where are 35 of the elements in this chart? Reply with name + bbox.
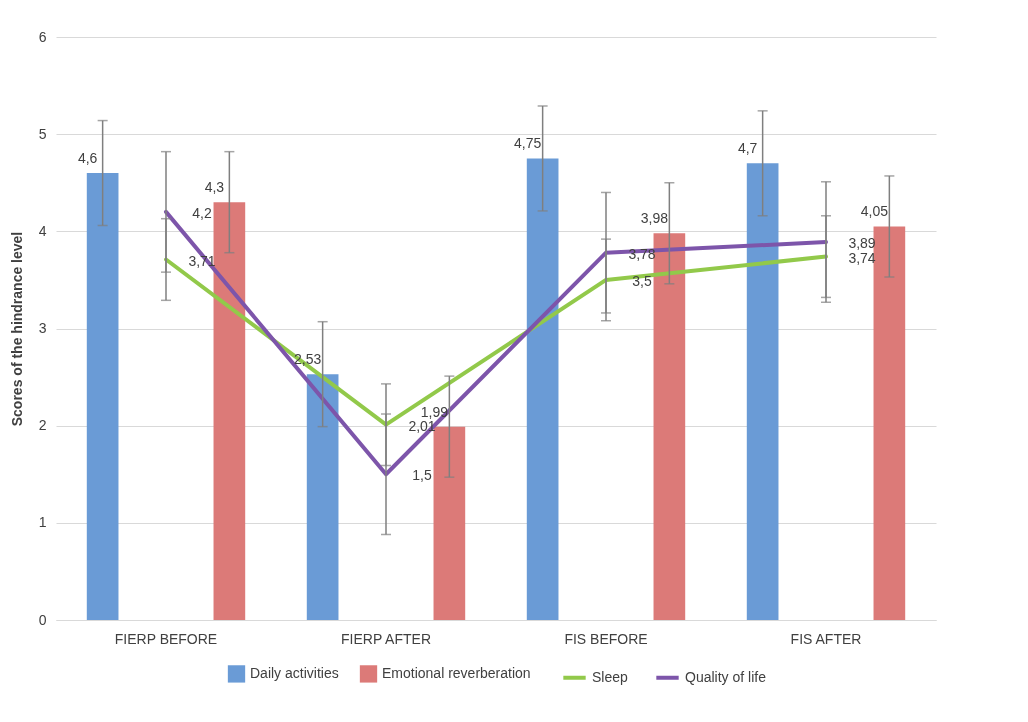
- bar: [306, 374, 339, 620]
- y-axis-title: Scores of the hindrance level: [8, 231, 25, 427]
- data-label: 4,2: [192, 204, 212, 221]
- data-label: 2,01: [408, 417, 436, 434]
- data-label: 3,5: [632, 272, 652, 289]
- legend-label: Sleep: [592, 668, 629, 685]
- bar: [433, 426, 466, 620]
- y-tick-label: 0: [38, 611, 47, 628]
- legend-label: Daily activities: [250, 664, 339, 681]
- y-tick-label: 2: [38, 417, 47, 434]
- bar: [746, 163, 779, 620]
- x-tick-label: FIERP AFTER: [341, 630, 431, 647]
- legend-label: Quality of life: [685, 668, 767, 685]
- x-tick-label: FIS BEFORE: [564, 630, 648, 647]
- data-label: 4,7: [737, 140, 758, 157]
- legend-label: Emotional reverberation: [382, 664, 531, 681]
- x-tick-label: FIS AFTER: [790, 630, 862, 647]
- y-tick-label: 1: [38, 514, 47, 531]
- y-tick-label: 4: [38, 222, 47, 239]
- bar: [86, 173, 119, 620]
- x-tick-label: FIERP BEFORE: [114, 630, 218, 647]
- y-tick-label: 5: [38, 125, 47, 142]
- bar: [526, 158, 559, 620]
- y-tick-label: 3: [38, 320, 47, 336]
- data-label: 1,5: [412, 467, 432, 484]
- y-tick-label: 6: [38, 28, 47, 45]
- data-label: 3,98: [640, 210, 669, 227]
- data-label: 4,05: [860, 203, 889, 220]
- bar: [653, 233, 686, 620]
- bar: [873, 226, 906, 620]
- data-label: 1,99: [420, 403, 449, 420]
- bar: [213, 202, 246, 620]
- data-label: 4,3: [204, 179, 225, 196]
- data-label: 4,6: [77, 150, 98, 167]
- data-label: 4,75: [514, 135, 542, 152]
